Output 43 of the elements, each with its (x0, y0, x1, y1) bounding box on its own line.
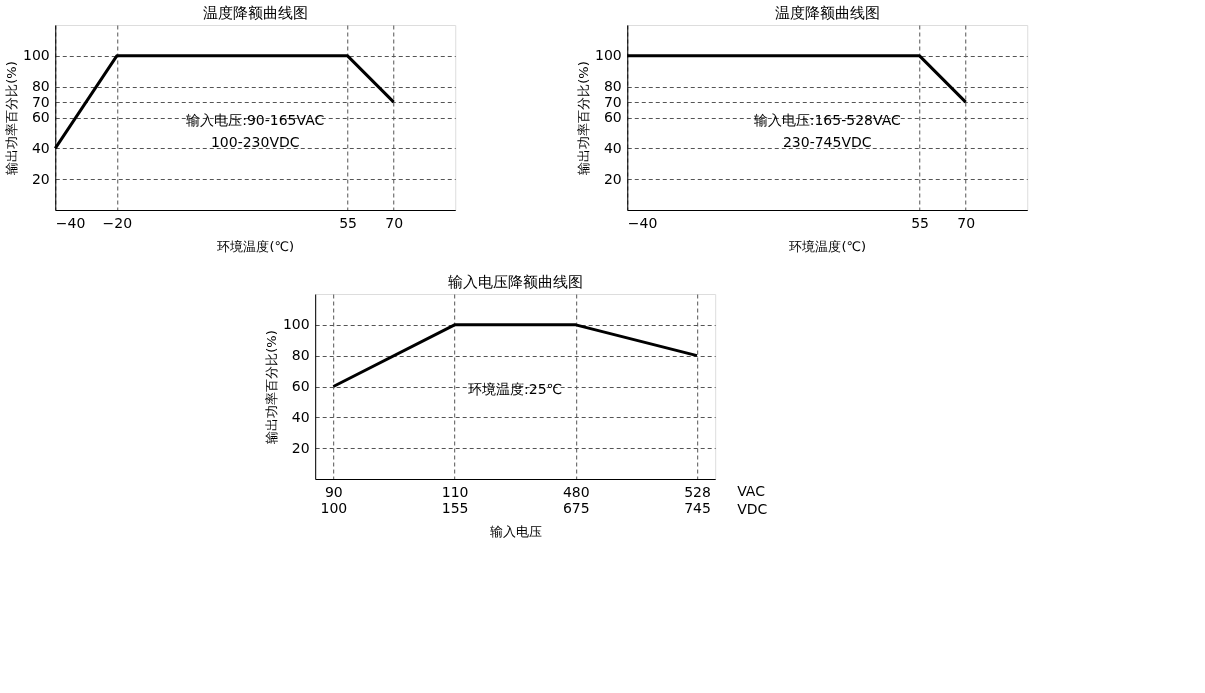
y-tick-label: 100 (23, 47, 50, 64)
y-tick-label: 20 (31, 170, 50, 187)
y-tick-label: 70 (603, 93, 622, 110)
annotation: 输入电压:165-528VAC (753, 112, 901, 129)
x-tick-label: 70 (385, 214, 404, 231)
y-tick-label: 20 (603, 170, 622, 187)
annotation: 100-230VDC (210, 134, 300, 151)
x-tick-label: −20 (102, 214, 133, 231)
x-tick-label: 480 675 (562, 483, 590, 516)
chart-title: 温度降额曲线图 (774, 4, 880, 22)
y-axis-title: 输出功率百分比(%) (263, 330, 279, 444)
x-tick-label: 110 155 (441, 483, 469, 516)
text: VAC VDC (737, 483, 768, 517)
x-tick-label: −40 (627, 214, 658, 231)
x-tick-label: 70 (957, 214, 976, 231)
y-tick-label: 20 (291, 439, 310, 456)
y-tick-label: 60 (31, 109, 50, 125)
chart-title: 温度降额曲线图 (202, 4, 308, 22)
y-axis-title: 输出功率百分比(%) (576, 61, 592, 175)
x-axis-title: 环境温度(℃) (217, 238, 295, 254)
x-tick-label: 528 745 (684, 483, 711, 516)
y-tick-label: 100 (595, 47, 622, 64)
y-tick-label: 80 (31, 78, 50, 95)
y-tick-label: 70 (31, 93, 50, 110)
y-tick-label: 80 (603, 78, 622, 95)
x-tick-label: 55 (911, 214, 929, 231)
x-tick-label: 90 100 (320, 483, 348, 516)
x-axis-title: 环境温度(℃) (789, 238, 867, 254)
annotation: 环境温度:25℃ (468, 381, 563, 398)
x-tick-label: 55 (339, 214, 357, 231)
chart-title: 输入电压降额曲线图 (447, 273, 583, 291)
y-tick-label: 60 (603, 109, 622, 125)
y-tick-label: 80 (291, 347, 310, 364)
y-tick-label: 60 (291, 378, 310, 394)
y-tick-label: 40 (603, 139, 622, 156)
annotation: 230-745VDC (782, 134, 872, 151)
y-tick-label: 40 (31, 139, 50, 156)
y-tick-label: 40 (291, 408, 310, 425)
annotation: 输入电压:90-165VAC (186, 112, 325, 129)
y-axis-title: 输出功率百分比(%) (4, 61, 20, 175)
x-tick-label: −40 (55, 214, 86, 231)
y-tick-label: 100 (282, 316, 310, 333)
x-axis-title: 输入电压 (489, 523, 542, 539)
